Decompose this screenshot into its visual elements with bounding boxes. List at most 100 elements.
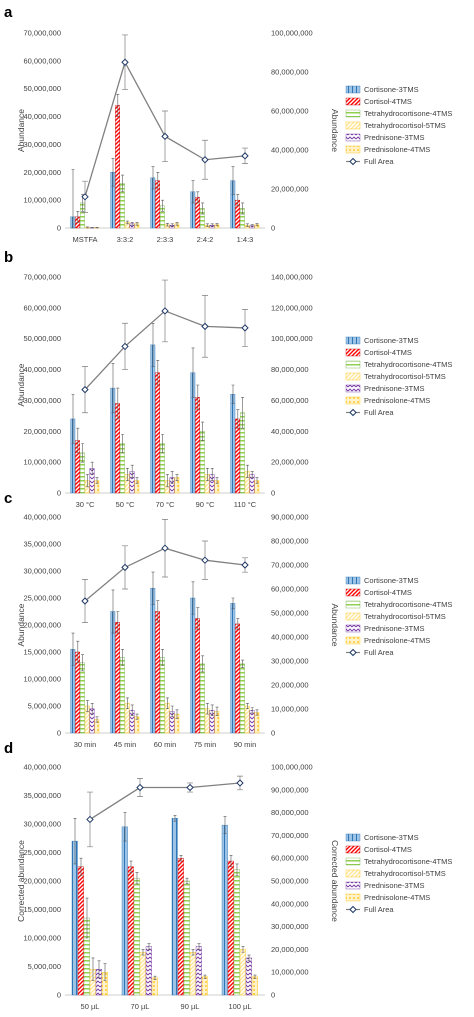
y-tick-label: 15,000,000 (23, 648, 61, 657)
bar-cortisol-4tms (127, 866, 134, 996)
bar-cortisol-4tms (235, 623, 240, 734)
bar-cortisone-3tms (150, 344, 156, 494)
legend-swatch (345, 121, 361, 130)
y2-tick-label: 60,000,000 (271, 396, 309, 405)
error-bar (215, 706, 219, 717)
y2-tick-label: 0 (271, 991, 275, 1000)
error-bar (125, 697, 129, 709)
bar-prednisolone-4tms (254, 712, 260, 734)
error-bar (76, 210, 80, 223)
error-bar (135, 477, 139, 485)
y-tick-label: 30,000,000 (23, 567, 61, 576)
error-bar (81, 443, 85, 463)
error-bar (151, 166, 155, 190)
error-bar (255, 223, 259, 227)
error-bar (85, 474, 89, 488)
y-tick-label: 5,000,000 (28, 962, 61, 971)
error-bar (129, 860, 133, 873)
error-bar (147, 943, 151, 950)
chart-panel-c: c 0 5,000,000 10,000,000 15,000,000 20,000,00… (4, 490, 452, 749)
full-area-point (241, 561, 249, 569)
full-area-point (236, 779, 244, 787)
y2-tick-label: 80,000,000 (271, 68, 309, 77)
y2-tick-label: 80,000,000 (271, 365, 309, 374)
x-tick-label: 50 °C (116, 500, 135, 509)
x-tick-label: 3:3:2 (117, 235, 134, 244)
legend-swatch (345, 624, 361, 633)
error-bar (76, 427, 80, 454)
bar-tetrahydrocortisol-5tms (139, 952, 146, 996)
error-bar (196, 191, 200, 204)
x-tick-label: 2:4:2 (197, 235, 214, 244)
legend-swatch (345, 336, 361, 345)
x-tick-label: 2:3:3 (157, 235, 174, 244)
error-bar (125, 220, 129, 225)
full-area-point (121, 342, 129, 351)
error-bar (175, 709, 179, 719)
y2-tick-label: 50,000,000 (271, 609, 309, 618)
bar-prednisone-3tms (245, 957, 252, 996)
legend-label: Tetrahydrocortisone-4TMS (364, 109, 452, 118)
error-bar (130, 704, 134, 717)
y-tick-label: 10,000,000 (23, 458, 61, 467)
y2-tick-label: 100,000,000 (271, 334, 313, 343)
legend-swatch (345, 833, 361, 842)
error-bar (235, 863, 239, 876)
y-axis-title: Corrected abundance (16, 840, 26, 922)
legend-swatch (345, 893, 361, 902)
y-tick-label: 30,000,000 (23, 820, 61, 829)
y-tick-label: 35,000,000 (23, 540, 61, 549)
bar-tetrahydrocortisone-4tms (119, 657, 125, 734)
y-tick-label: 0 (57, 729, 61, 738)
bar-cortisol-4tms (177, 858, 184, 996)
legend-label: Full Area (364, 408, 394, 417)
chart-panel-b: b 0 10,000,000 20,000,000 30,000,000 40,000,0… (4, 249, 452, 509)
error-bar (121, 649, 125, 666)
legend-label: Cortisone-3TMS (364, 833, 419, 842)
error-bar (151, 571, 155, 605)
error-bar (156, 171, 160, 190)
bar-cortisol-4tms (195, 618, 200, 734)
y2-tick-label: 40,000,000 (271, 899, 309, 908)
legend: Cortisone-3TMS Cortisol-4TMS Tetrahydrocor… (345, 85, 452, 166)
legend-label: Full Area (364, 157, 394, 166)
y2-tick-label: 10,000,000 (271, 705, 309, 714)
legend-swatch (345, 869, 361, 878)
full-area-point (201, 322, 209, 331)
error-bar (97, 960, 101, 979)
error-bar (135, 872, 139, 885)
error-bar (173, 815, 177, 822)
y2-tick-label: 120,000,000 (271, 303, 313, 312)
error-bar (236, 409, 240, 429)
error-bar (241, 946, 245, 953)
y2-tick-label: 60,000,000 (271, 585, 309, 594)
legend-label: Prednisone-3TMS (364, 881, 424, 890)
bar-cortisone-3tms (121, 826, 128, 996)
bar-cortisone-3tms (150, 588, 156, 734)
x-tick-label: 70 µL (131, 1002, 150, 1011)
error-bar (236, 194, 240, 207)
legend-swatch (345, 145, 361, 154)
legend-swatch (345, 612, 361, 621)
x-tick-label: 50 µL (81, 1002, 100, 1011)
legend-label: Tetrahydrocortisol-5TMS (364, 372, 446, 381)
y2-tick-label: 90,000,000 (271, 785, 309, 794)
error-bar (250, 707, 254, 714)
y-tick-label: 70,000,000 (23, 273, 61, 282)
y2-tick-label: 40,000,000 (271, 427, 309, 436)
error-bar (205, 468, 209, 481)
legend: Cortisone-3TMS Cortisol-4TMS Tetrahydrocor… (345, 833, 452, 914)
error-bar (229, 855, 233, 868)
bar-tetrahydrocortisone-4tms (199, 663, 205, 734)
error-bar (201, 202, 205, 215)
error-bar (76, 640, 80, 664)
error-bar (156, 360, 160, 386)
legend-swatch (345, 97, 361, 106)
legend-swatch (345, 384, 361, 393)
error-bar (197, 943, 201, 950)
y2-tick-label: 60,000,000 (271, 107, 309, 116)
y2-tick-label: 20,000,000 (271, 185, 309, 194)
bar-cortisol-4tms (155, 372, 160, 494)
error-bar (95, 716, 99, 723)
